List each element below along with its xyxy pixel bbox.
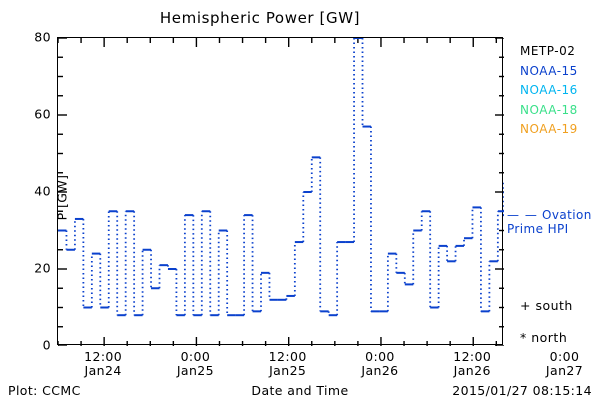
x-tick-label-Jan27-000: 0:00 Jan27 (546, 350, 583, 377)
x-tick-date: Jan25 (176, 362, 214, 378)
x-tick-label-Jan25-1200: 12:00 Jan25 (269, 350, 307, 377)
legend-entry-noaa-15: NOAA-15 (520, 63, 578, 78)
plot-area: P [GW] (55, 37, 504, 346)
legend-entry-noaa-19: NOAA-19 (520, 122, 578, 136)
y-tick-label-20: 20 (34, 260, 51, 276)
ovation-legend-label1: Ovation (542, 208, 592, 222)
x-tick-label-Jan26-1200: 12:00 Jan26 (453, 350, 491, 377)
x-tick-date: Jan27 (545, 362, 584, 378)
x-tick-time: 0:00 (549, 349, 580, 364)
y-tick-label-40: 40 (34, 183, 51, 199)
x-tick-time: 12:00 (84, 349, 123, 364)
ovation-legend-label2: Prime HPI (507, 222, 569, 236)
x-tick-label-Jan24-1200: 12:00 Jan24 (84, 350, 122, 377)
ovation-dash-marker: — — (507, 208, 538, 222)
data-series-layer (58, 38, 504, 346)
x-tick-date: Jan25 (269, 362, 307, 378)
legend-entry-metp-02: METP-02 (520, 44, 576, 58)
x-tick-date: Jan26 (361, 362, 399, 378)
footer-plot-source: Plot: CCMC (8, 383, 81, 398)
x-tick-time: 0:00 (365, 349, 395, 364)
satellite-legend: METP-02 NOAA-15 NOAA-16 NOAA-18 NOAA-19 (520, 42, 578, 140)
x-tick-time: 12:00 (268, 349, 307, 364)
y-tick-label-0: 0 (42, 337, 51, 353)
x-axis-title: Date and Time (251, 383, 349, 398)
x-tick-label-Jan25-000: 0:00 Jan25 (177, 350, 214, 377)
x-tick-time: 0:00 (180, 349, 211, 364)
y-tick-label-60: 60 (34, 106, 51, 122)
legend-south-symbol: + south (520, 298, 573, 313)
x-tick-date: Jan26 (453, 362, 491, 378)
footer-timestamp: 2015/01/27 08:15:14 (452, 383, 592, 398)
y-tick-label-80: 80 (34, 29, 51, 45)
legend-entry-noaa-16: NOAA-16 (520, 83, 578, 97)
x-tick-date: Jan24 (84, 362, 122, 378)
legend-entry-noaa-18: NOAA-18 (520, 102, 578, 117)
ovation-legend-line1: — — Ovation (507, 208, 592, 222)
axis-ticks (58, 38, 504, 346)
chart-title: Hemispheric Power [GW] (159, 9, 361, 27)
legend-north-symbol: * north (520, 330, 568, 345)
ovation-prime-legend: — — Ovation Prime HPI (507, 208, 592, 236)
x-tick-label-Jan26-000: 0:00 Jan26 (361, 350, 398, 377)
x-tick-time: 12:00 (453, 349, 492, 364)
series-1 (58, 38, 504, 317)
